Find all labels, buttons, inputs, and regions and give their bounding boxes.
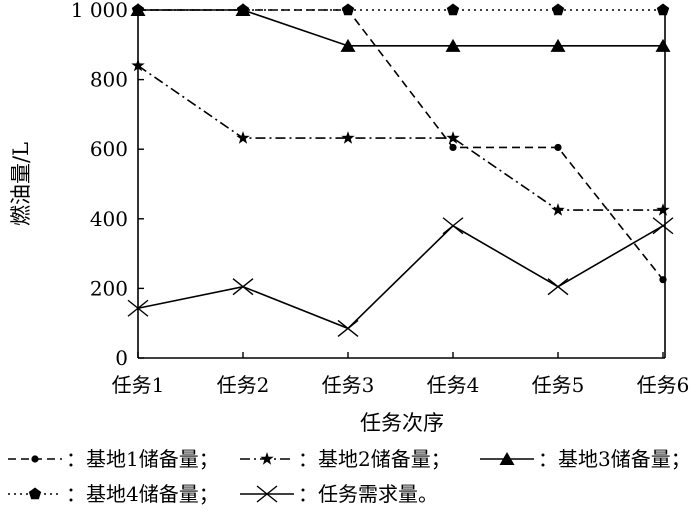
legend-label: ：基地1储备量； (66, 447, 219, 471)
data-point (659, 276, 667, 284)
series-5 (127, 217, 674, 337)
x-tick-label: 任务1 (112, 373, 165, 397)
series-2 (131, 58, 670, 216)
series-4 (131, 3, 670, 16)
x-tick-label: 任务4 (427, 373, 480, 397)
data-point (232, 278, 254, 296)
series-line (137, 65, 663, 211)
y-tick-label: 0 (115, 346, 128, 370)
x-tick-label: 任务2 (217, 373, 270, 397)
data-point (446, 3, 460, 16)
legend: ：基地1储备量； ：基地2储备量； ：基地3储备量； ：基地4储备量； ：任务需求量。 (8, 447, 691, 506)
data-point (551, 203, 565, 216)
x-tick-label: 任务5 (532, 373, 585, 397)
legend-item: ：基地3储备量； (480, 447, 691, 471)
data-point (554, 143, 562, 152)
y-tick-label: 600 (90, 137, 128, 161)
data-point (341, 3, 355, 16)
legend-swatch-marker (28, 487, 42, 500)
x-tick-label: 任务6 (637, 373, 690, 397)
data-point (446, 131, 460, 144)
data-point (449, 143, 457, 152)
legend-item: ：基地1储备量； (8, 447, 219, 471)
legend-swatch-marker (31, 455, 39, 463)
axes (137, 10, 666, 359)
y-tick-label: 800 (90, 68, 128, 92)
x-ticks: 任务1 任务2 任务3 任务4 任务5 任务6 (112, 352, 690, 397)
legend-item: ：任务需求量。 (240, 482, 438, 506)
data-point (656, 203, 670, 216)
legend-item: ：基地4储备量； (8, 482, 219, 506)
data-point (655, 38, 671, 52)
legend-swatch-marker (499, 452, 515, 465)
x-axis-title: 任务次序 (360, 411, 444, 435)
y-ticks: 0 200 400 600 800 1 000 (71, 0, 144, 370)
data-point (652, 217, 674, 235)
x-tick-label: 任务3 (322, 373, 375, 397)
data-point (445, 38, 461, 52)
legend-label: ：基地4储备量； (66, 482, 219, 506)
data-point (131, 58, 145, 72)
legend-item: ：基地2储备量； (240, 447, 451, 471)
y-tick-label: 1 000 (71, 0, 128, 22)
data-point (236, 3, 250, 16)
legend-swatch-marker (260, 452, 274, 465)
data-point (127, 299, 149, 317)
legend-swatch-marker (256, 485, 278, 503)
data-point (547, 278, 569, 296)
data-point (551, 3, 565, 16)
series-group (127, 3, 674, 337)
y-tick-label: 200 (90, 276, 128, 300)
y-axis-title: 燃油量/L (9, 142, 33, 226)
series-line (137, 224, 664, 330)
y-tick-label: 400 (90, 207, 128, 231)
data-point (236, 131, 250, 144)
data-point (341, 131, 355, 144)
data-point (550, 38, 566, 52)
legend-label: ：任务需求量。 (298, 482, 438, 506)
data-point (131, 3, 145, 16)
series-line (138, 9, 663, 47)
data-point (442, 217, 464, 235)
data-point (337, 319, 359, 337)
series-line (138, 9, 664, 281)
series-1 (134, 6, 667, 284)
legend-label: ：基地3储备量； (538, 447, 691, 471)
legend-label: ：基地2储备量； (298, 447, 451, 471)
data-point (340, 38, 356, 52)
data-point (656, 3, 670, 16)
